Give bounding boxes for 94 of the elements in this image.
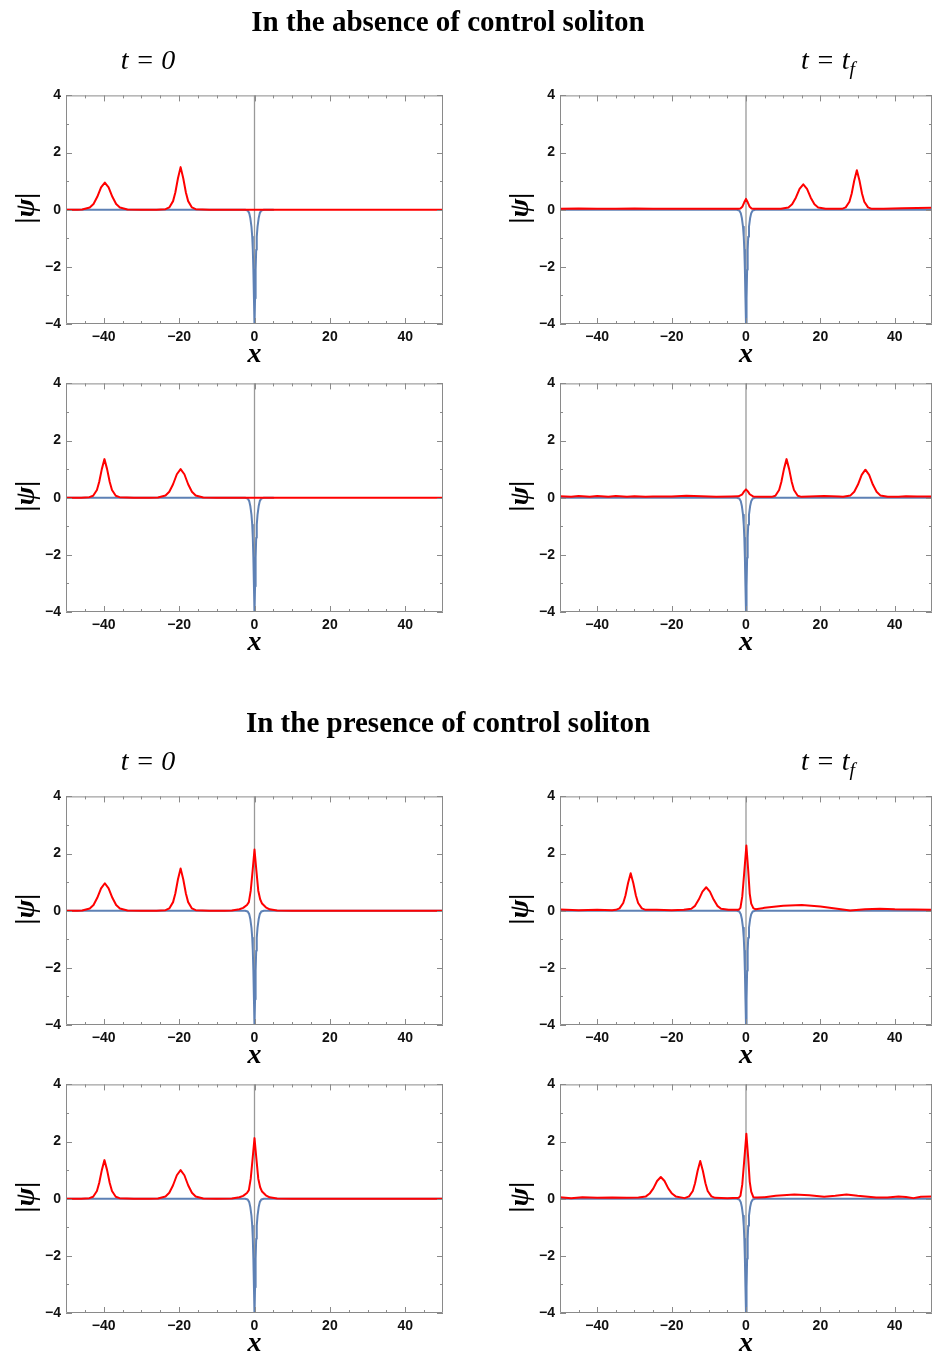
x-tick-label: −40 — [585, 1029, 610, 1046]
y-tick-label: −2 — [45, 257, 62, 274]
x-tick-label: 20 — [322, 1317, 338, 1334]
x-tick-label: 20 — [812, 1029, 829, 1046]
x-tick-label: −40 — [585, 328, 610, 345]
y-tick-label: −2 — [45, 1246, 62, 1263]
x-tick-label: 40 — [887, 616, 903, 633]
x-tick-label: 0 — [742, 1317, 751, 1334]
x-tick-label: −20 — [659, 616, 684, 633]
y-tick-label: 2 — [547, 143, 556, 160]
y-axis-title: |ψ| — [503, 1181, 534, 1213]
x-tick-label: −20 — [167, 328, 192, 345]
y-tick-label: 4 — [53, 1075, 62, 1092]
x-tick-label: −20 — [167, 1317, 192, 1334]
y-tick-label: −2 — [539, 545, 556, 562]
x-tick-label: 40 — [887, 328, 903, 345]
x-tick-label: 20 — [322, 616, 338, 633]
chart-subtitle: t = 0 — [120, 745, 176, 776]
x-tick-label: 20 — [322, 1029, 338, 1046]
y-tick-label: −4 — [539, 1303, 556, 1320]
x-tick-label: −20 — [167, 1029, 192, 1046]
y-tick-label: 2 — [53, 143, 62, 160]
y-tick-label: 0 — [53, 901, 62, 918]
y-tick-label: 4 — [547, 86, 556, 103]
y-tick-label: 2 — [53, 1132, 62, 1149]
x-tick-label: 20 — [322, 328, 338, 345]
x-tick-label: 40 — [397, 328, 414, 345]
y-tick-label: −4 — [539, 314, 556, 331]
y-tick-label: 4 — [53, 787, 62, 804]
chart-title: In the absence of control soliton — [251, 4, 645, 37]
y-axis-title: |ψ| — [9, 893, 40, 925]
y-tick-label: 4 — [53, 86, 62, 103]
x-tick-label: −40 — [585, 1317, 610, 1334]
y-tick-label: 0 — [547, 901, 556, 918]
x-tick-label: −20 — [659, 1317, 684, 1334]
y-tick-label: −2 — [539, 1246, 556, 1263]
y-tick-label: 0 — [53, 200, 62, 217]
y-tick-label: 2 — [547, 431, 556, 448]
y-tick-label: 2 — [53, 431, 62, 448]
y-axis-title: |ψ| — [503, 480, 534, 512]
x-tick-label: 0 — [250, 328, 259, 345]
y-tick-label: 0 — [547, 200, 556, 217]
x-tick-label: 0 — [250, 616, 259, 633]
y-tick-label: −2 — [539, 257, 556, 274]
x-tick-label: 0 — [250, 1029, 259, 1046]
y-tick-label: 4 — [547, 1075, 556, 1092]
x-tick-label: −40 — [585, 616, 610, 633]
y-tick-label: 0 — [53, 488, 62, 505]
y-tick-label: 2 — [53, 844, 62, 861]
y-tick-label: 2 — [547, 844, 556, 861]
y-tick-label: −4 — [539, 602, 556, 619]
x-tick-label: 40 — [887, 1317, 903, 1334]
y-tick-label: 0 — [547, 1189, 556, 1206]
y-tick-label: 4 — [547, 374, 556, 391]
x-tick-label: −20 — [167, 616, 192, 633]
x-tick-label: −20 — [659, 1029, 684, 1046]
y-tick-label: −4 — [539, 1015, 556, 1032]
y-tick-label: 2 — [547, 1132, 556, 1149]
y-tick-label: 0 — [547, 488, 556, 505]
y-axis-title: |ψ| — [9, 1181, 40, 1213]
x-tick-label: 20 — [812, 328, 829, 345]
y-tick-label: 4 — [547, 787, 556, 804]
x-tick-label: 40 — [397, 1029, 414, 1046]
x-tick-label: 40 — [397, 616, 414, 633]
chart-subtitle: t = t$_{f}$ — [801, 745, 855, 780]
chart-title: In the presence of control soliton — [245, 705, 651, 738]
x-tick-label: −40 — [91, 1317, 116, 1334]
x-tick-label: 20 — [812, 1317, 829, 1334]
y-tick-label: −2 — [45, 545, 62, 562]
x-tick-label: −20 — [659, 328, 684, 345]
x-tick-label: 0 — [742, 1029, 751, 1046]
y-tick-label: −4 — [45, 602, 62, 619]
x-tick-label: −40 — [91, 328, 116, 345]
y-tick-label: −2 — [45, 958, 62, 975]
x-tick-label: 0 — [742, 616, 751, 633]
y-tick-label: −4 — [45, 1015, 62, 1032]
x-tick-label: −40 — [91, 1029, 116, 1046]
x-tick-label: 0 — [250, 1317, 259, 1334]
x-tick-label: 40 — [887, 1029, 903, 1046]
y-tick-label: 0 — [53, 1189, 62, 1206]
y-axis-title: |ψ| — [503, 192, 534, 224]
chart-subtitle: t = 0 — [120, 44, 176, 75]
x-tick-label: 20 — [812, 616, 829, 633]
x-tick-label: 40 — [397, 1317, 414, 1334]
x-tick-label: 0 — [742, 328, 751, 345]
y-axis-title: |ψ| — [503, 893, 534, 925]
y-axis-title: |ψ| — [9, 192, 40, 224]
chart-subtitle: t = t$_{f}$ — [801, 44, 855, 79]
x-tick-label: −40 — [91, 616, 116, 633]
y-tick-label: −2 — [539, 958, 556, 975]
y-tick-label: 4 — [53, 374, 62, 391]
y-tick-label: −4 — [45, 314, 62, 331]
y-tick-label: −4 — [45, 1303, 62, 1320]
y-axis-title: |ψ| — [9, 480, 40, 512]
